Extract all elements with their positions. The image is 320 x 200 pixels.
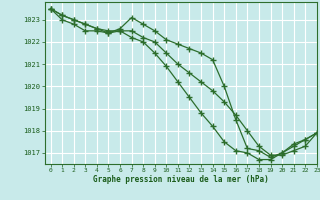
- X-axis label: Graphe pression niveau de la mer (hPa): Graphe pression niveau de la mer (hPa): [93, 175, 269, 184]
